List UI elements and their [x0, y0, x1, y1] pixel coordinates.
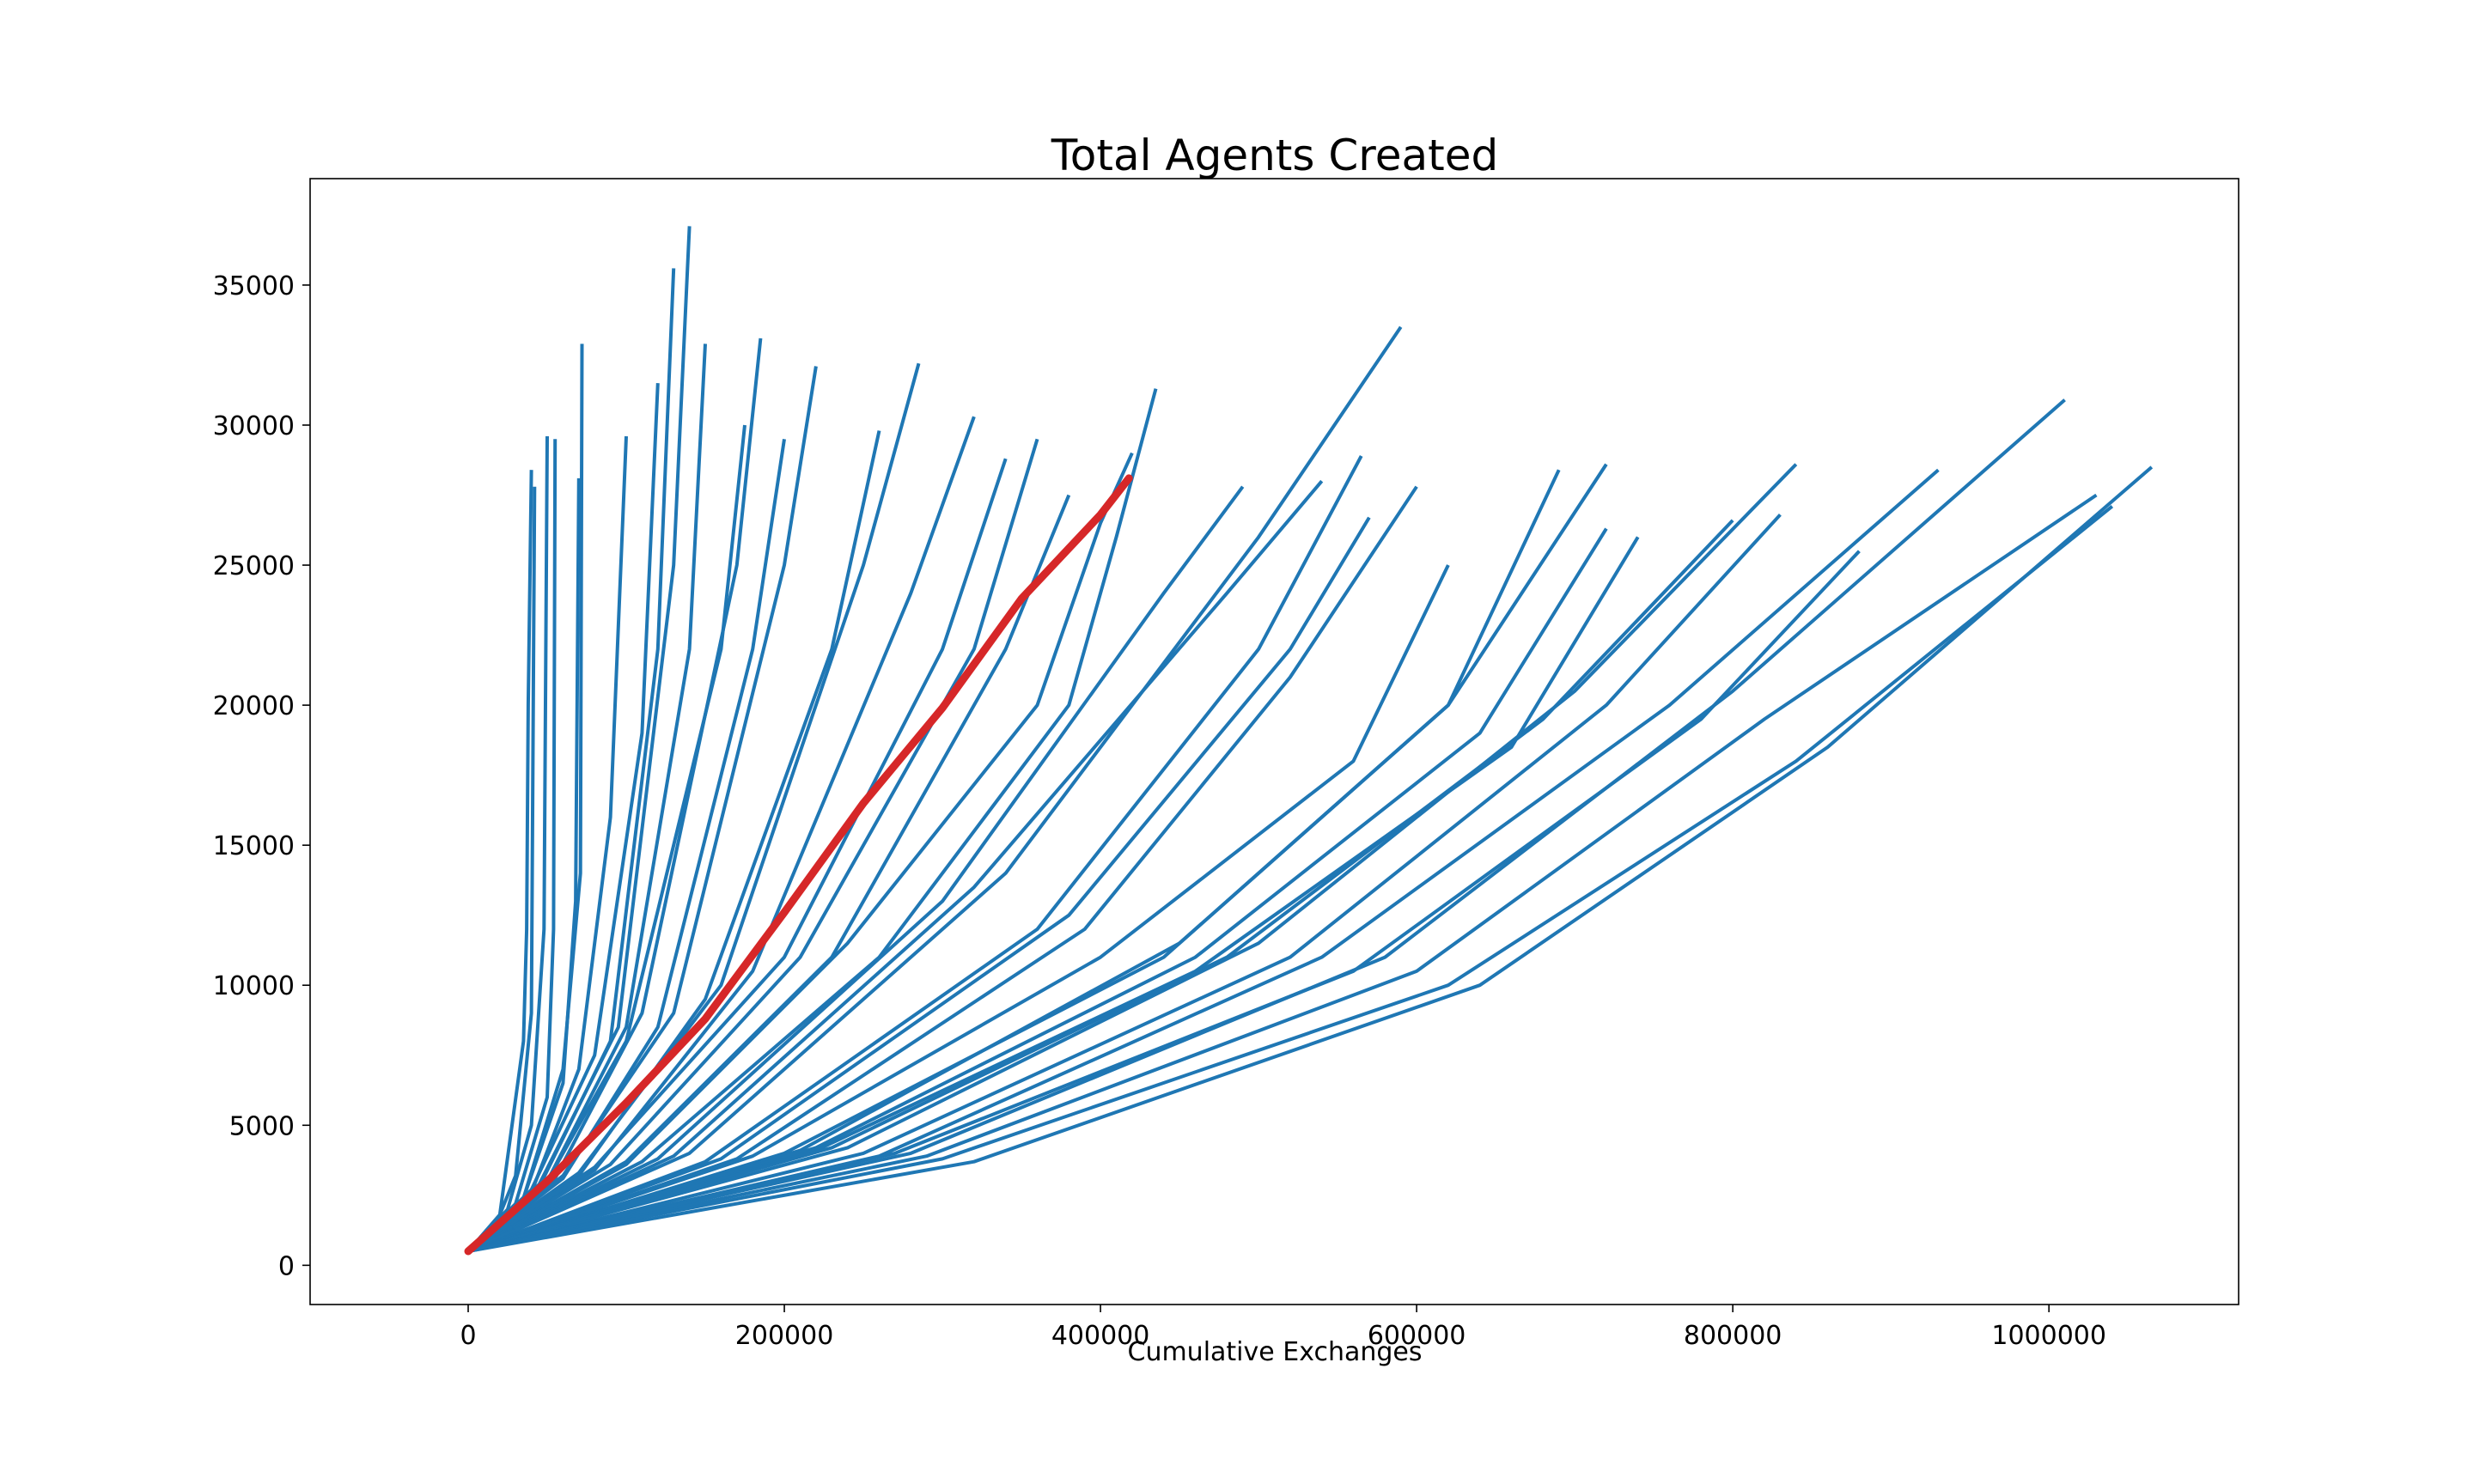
y-tick-label-5: 20000	[213, 691, 295, 721]
series-line-26	[467, 325, 1403, 1253]
series-line-25	[467, 479, 1324, 1253]
series-layer	[466, 226, 2154, 1253]
x-axis: 0 200000 400000 600000 800000 1000000	[460, 1305, 2106, 1351]
series-line-42	[467, 505, 2114, 1253]
y-tick-label-8: 35000	[213, 271, 295, 301]
y-tick-label-1: 0	[278, 1251, 295, 1281]
series-line-19	[466, 458, 1008, 1253]
x-tick-label-3: 400000	[1051, 1321, 1150, 1351]
y-tick-label-3: 10000	[213, 971, 295, 1001]
series-line-43	[467, 465, 2154, 1253]
series-line-17	[466, 362, 921, 1253]
series-line-20	[466, 438, 1039, 1253]
y-tick-label-2: 5000	[229, 1111, 295, 1141]
x-tick-label-1: 0	[460, 1321, 476, 1351]
series-line-15	[466, 366, 818, 1253]
chart-title: Total Agents Created	[1051, 131, 1498, 180]
series-line-41	[467, 493, 2098, 1253]
y-tick-label-4: 15000	[213, 831, 295, 861]
y-axis: 0 5000 10000 15000 20000 25000 30000 35000	[213, 271, 310, 1281]
highlight-layer	[464, 474, 1133, 1256]
series-line-40	[467, 398, 2066, 1253]
series-line-38	[467, 468, 1940, 1253]
series-line-28	[467, 516, 1371, 1253]
x-tick-label-5: 800000	[1684, 1321, 1782, 1351]
plot-frame	[309, 178, 2239, 1305]
series-line-8	[466, 383, 660, 1253]
series-line-27	[467, 454, 1363, 1253]
x-axis-title: Cumulative Exchanges	[1128, 1337, 1423, 1367]
highlight-series-line	[464, 474, 1133, 1256]
series-line-37	[467, 513, 1782, 1253]
series-line-29	[467, 485, 1418, 1253]
series-line-36	[467, 463, 1798, 1253]
x-tick-label-6: 1000000	[1991, 1321, 2106, 1351]
y-tick-label-7: 30000	[213, 411, 295, 441]
series-line-1	[466, 470, 533, 1253]
x-tick-label-2: 200000	[735, 1321, 834, 1351]
series-line-2	[466, 486, 537, 1253]
series-line-24	[467, 485, 1245, 1253]
series-line-33	[467, 527, 1608, 1253]
series-line-23	[467, 388, 1158, 1253]
series-line-30	[467, 564, 1450, 1253]
x-tick-label-4: 600000	[1368, 1321, 1466, 1351]
y-tick-label-6: 25000	[213, 551, 295, 581]
